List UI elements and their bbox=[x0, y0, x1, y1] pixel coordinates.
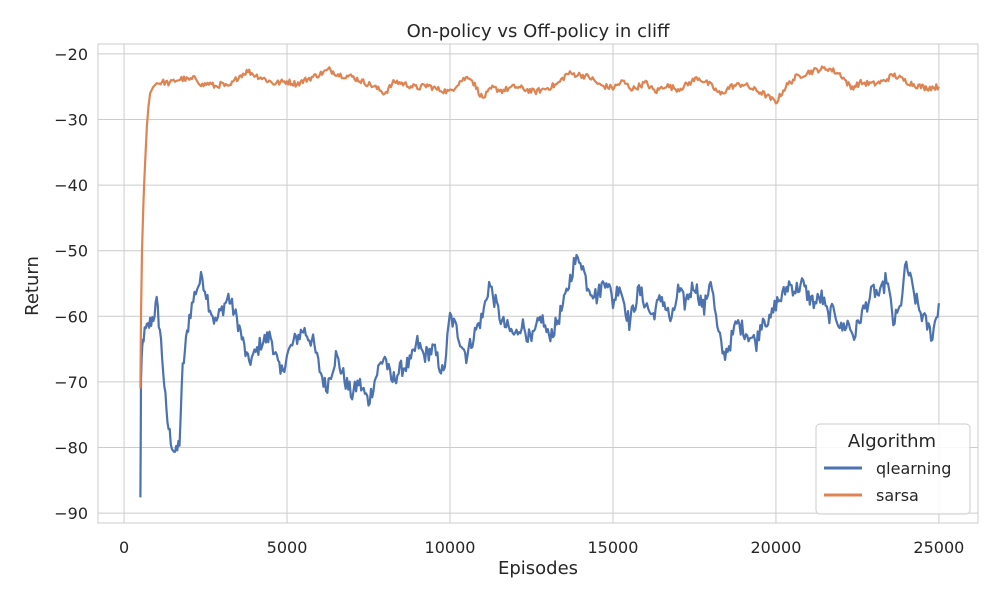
x-tick-label: 5000 bbox=[267, 538, 308, 557]
series-line-sarsa bbox=[139, 65, 940, 389]
legend: Algorithm qlearning sarsa bbox=[815, 423, 971, 515]
tick-labels: 0 5000 10000 15000 20000 25000 −20 −30 −40 −50 −60… bbox=[54, 45, 964, 557]
x-tick-label: 25000 bbox=[913, 538, 964, 557]
x-tick-label: 0 bbox=[119, 538, 129, 557]
series-line-qlearning bbox=[139, 253, 940, 498]
x-tick-label: 20000 bbox=[750, 538, 801, 557]
x-tick-label: 10000 bbox=[425, 538, 476, 557]
y-axis-label: Return bbox=[22, 256, 43, 316]
y-tick-label: −60 bbox=[54, 307, 88, 326]
y-tick-label: −50 bbox=[54, 242, 88, 261]
series-layer bbox=[139, 65, 940, 498]
legend-label-sarsa: sarsa bbox=[876, 486, 919, 505]
y-tick-label: −70 bbox=[54, 373, 88, 392]
y-tick-label: −80 bbox=[54, 439, 88, 458]
x-tick-label: 15000 bbox=[588, 538, 639, 557]
y-tick-label: −30 bbox=[54, 110, 88, 129]
y-tick-label: −90 bbox=[54, 504, 88, 523]
x-axis-label: Episodes bbox=[498, 558, 578, 579]
legend-label-qlearning: qlearning bbox=[876, 459, 951, 478]
legend-title: Algorithm bbox=[848, 431, 936, 452]
y-tick-label: −20 bbox=[54, 45, 88, 64]
y-tick-label: −40 bbox=[54, 176, 88, 195]
chart-title: On-policy vs Off-policy in cliff bbox=[407, 21, 670, 42]
legend-box bbox=[815, 423, 971, 515]
plot-frame bbox=[97, 43, 979, 524]
